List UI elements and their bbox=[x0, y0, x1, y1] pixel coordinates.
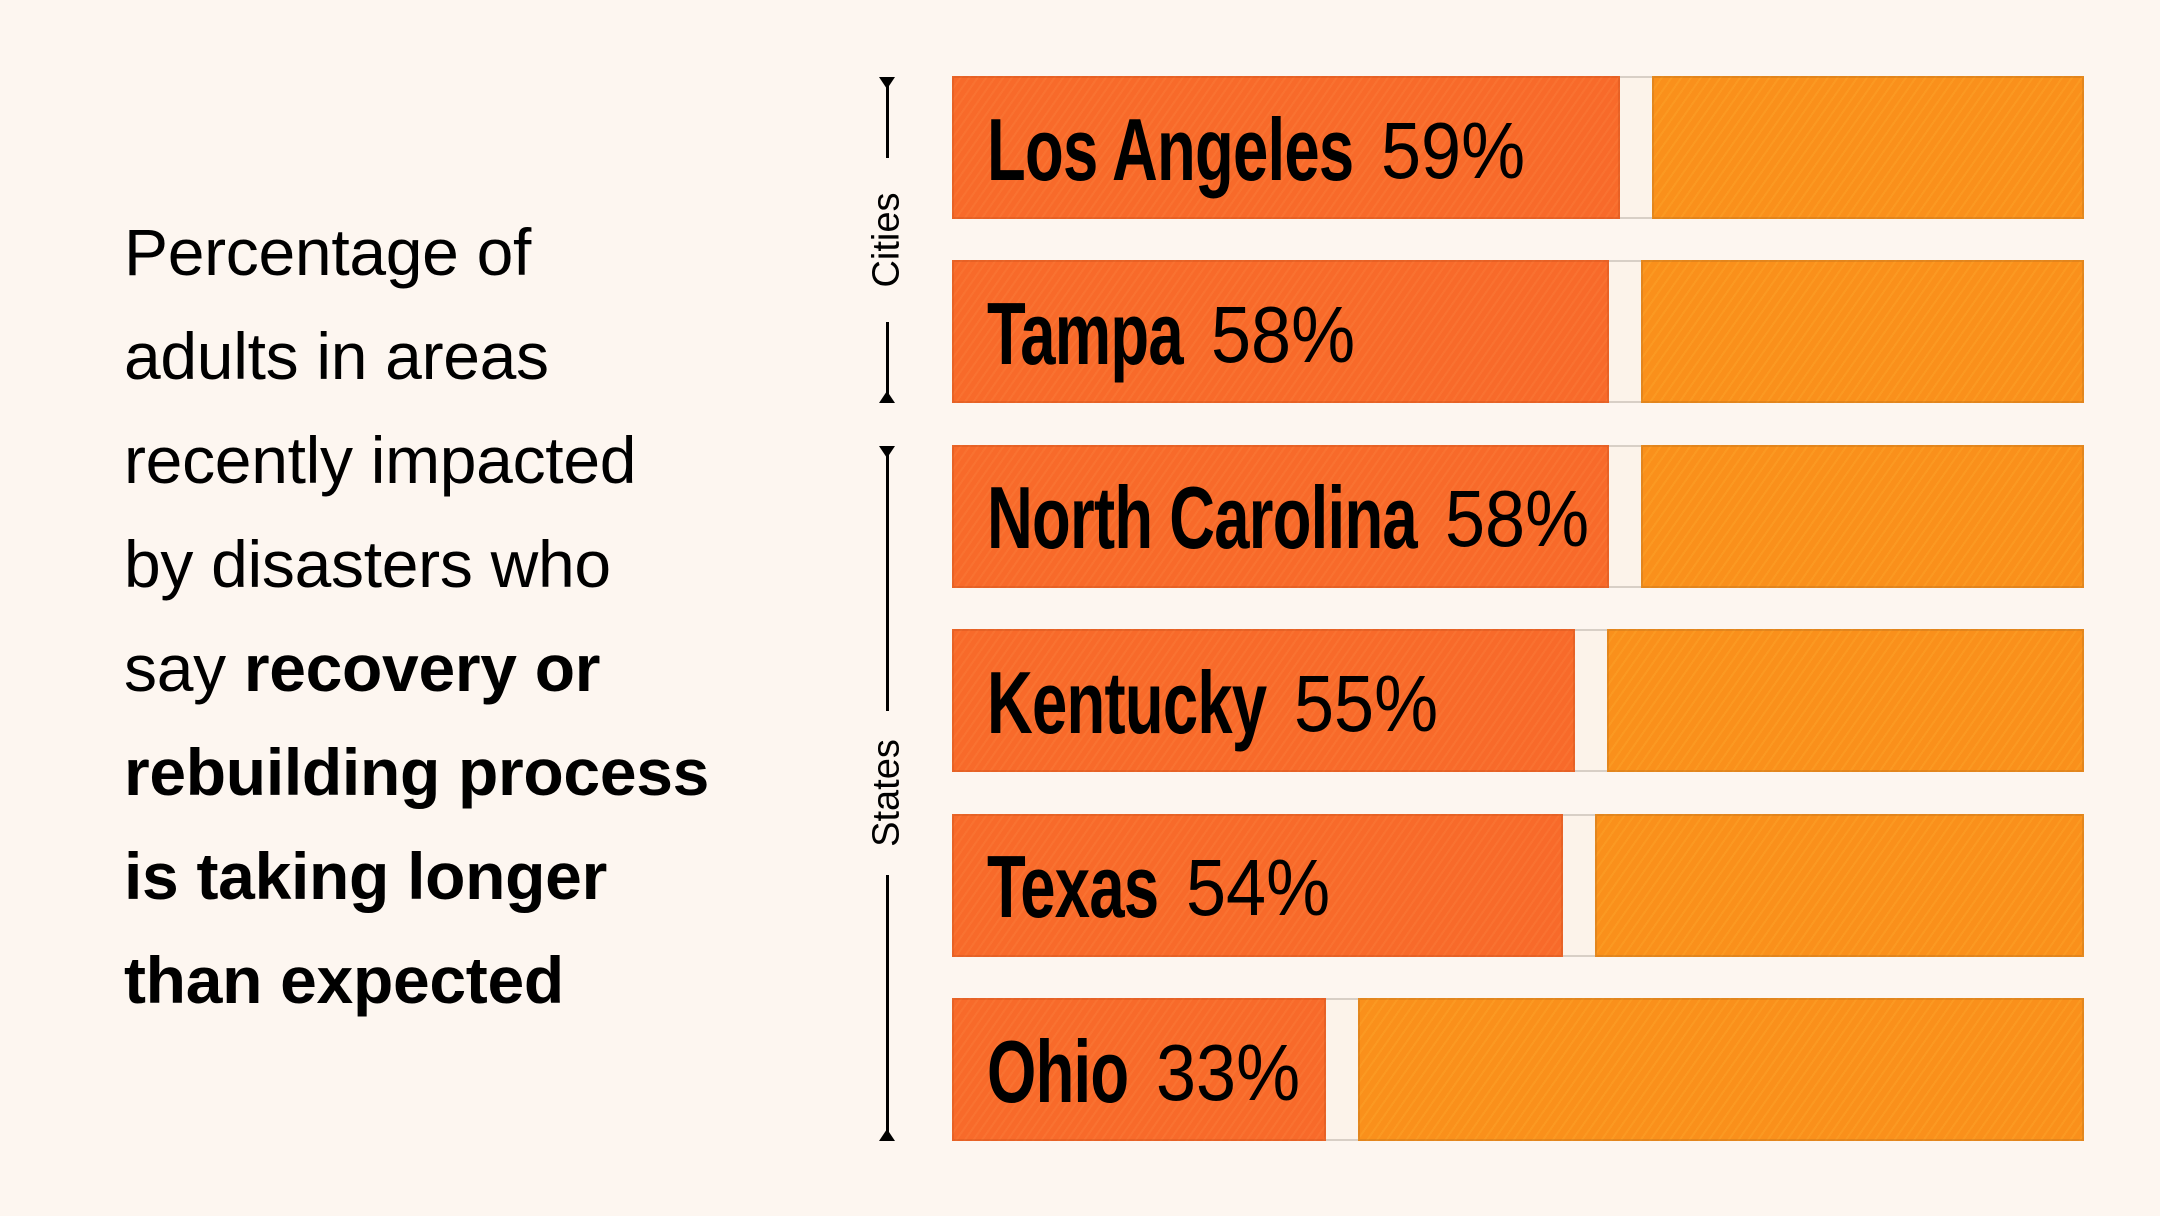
bracket-line bbox=[886, 77, 889, 159]
bar-remainder-segment bbox=[1595, 813, 2084, 957]
description-line: by disasters who bbox=[124, 512, 764, 616]
chart-description: Percentage of adults in areas recently imp… bbox=[124, 200, 764, 1032]
value-label: 55% bbox=[1294, 658, 1439, 748]
bar-row: Tampa 58% bbox=[952, 260, 2084, 404]
description-emphasis: than expected bbox=[124, 943, 564, 1017]
bar-remainder-segment bbox=[1607, 629, 2084, 773]
description-text: adults in areas bbox=[124, 319, 549, 393]
category-label: Tampa bbox=[987, 283, 1184, 383]
bar-remainder-segment bbox=[1358, 998, 2084, 1141]
group-bracket: Cities bbox=[866, 77, 908, 404]
value-label: 54% bbox=[1186, 843, 1331, 933]
description-line: is taking longer bbox=[124, 824, 764, 928]
bar-divider bbox=[1609, 260, 1641, 404]
bar-row: Texas 54% bbox=[952, 813, 2084, 957]
bar-divider bbox=[1609, 444, 1641, 588]
bracket-line bbox=[886, 445, 889, 712]
value-label: 58% bbox=[1210, 290, 1356, 380]
bar-row: Los Angeles 59% bbox=[952, 76, 2084, 219]
group-label: States bbox=[865, 739, 908, 848]
description-line: than expected bbox=[124, 928, 764, 1032]
bar-remainder-segment bbox=[1641, 444, 2084, 588]
value-label: 58% bbox=[1444, 474, 1590, 564]
bracket-arrow-down-icon bbox=[879, 77, 895, 89]
bar-value-segment bbox=[952, 813, 1563, 957]
category-label: Los Angeles bbox=[987, 99, 1354, 199]
description-emphasis: recovery or bbox=[243, 631, 601, 705]
bar-divider bbox=[1575, 629, 1607, 773]
bracket-arrow-down-icon bbox=[879, 445, 895, 458]
description-line: say recovery or bbox=[124, 616, 764, 720]
description-line: adults in areas bbox=[124, 304, 764, 408]
description-text: say bbox=[124, 631, 244, 705]
bracket-line bbox=[886, 875, 889, 1141]
description-line: Percentage of bbox=[124, 200, 764, 304]
bar-divider bbox=[1620, 76, 1652, 219]
bracket-line bbox=[886, 322, 889, 404]
bracket-arrow-up-icon bbox=[879, 1128, 895, 1141]
category-label: Ohio bbox=[987, 1021, 1129, 1121]
bar-row: Ohio 33% bbox=[952, 998, 2084, 1141]
description-line: rebuilding process bbox=[124, 720, 764, 824]
bar-row: North Carolina 58% bbox=[952, 444, 2084, 588]
bar-row: Kentucky 55% bbox=[952, 629, 2084, 773]
bar-divider bbox=[1326, 998, 1358, 1141]
category-label: Kentucky bbox=[987, 652, 1267, 752]
category-label: North Carolina bbox=[987, 468, 1418, 568]
description-text: Percentage of bbox=[124, 215, 532, 289]
description-text: by disasters who bbox=[124, 527, 611, 601]
bar-value-segment bbox=[952, 998, 1326, 1141]
value-label: 33% bbox=[1156, 1027, 1301, 1117]
description-emphasis: is taking longer bbox=[124, 839, 607, 913]
category-label: Texas bbox=[987, 836, 1159, 936]
bar-remainder-segment bbox=[1641, 260, 2084, 404]
description-text: recently impacted bbox=[124, 423, 637, 497]
description-emphasis: rebuilding process bbox=[124, 735, 710, 809]
bar-value-segment bbox=[952, 76, 1620, 219]
bar-value-segment bbox=[952, 629, 1575, 773]
group-label: Cities bbox=[865, 192, 908, 288]
description-line: recently impacted bbox=[124, 408, 764, 512]
bar-remainder-segment bbox=[1652, 76, 2084, 219]
group-bracket: States bbox=[866, 445, 908, 1141]
bar-divider bbox=[1563, 813, 1595, 957]
bar-value-segment bbox=[952, 260, 1609, 404]
bracket-arrow-up-icon bbox=[879, 391, 895, 404]
value-label: 59% bbox=[1381, 105, 1526, 195]
bar-value-segment bbox=[952, 444, 1609, 588]
